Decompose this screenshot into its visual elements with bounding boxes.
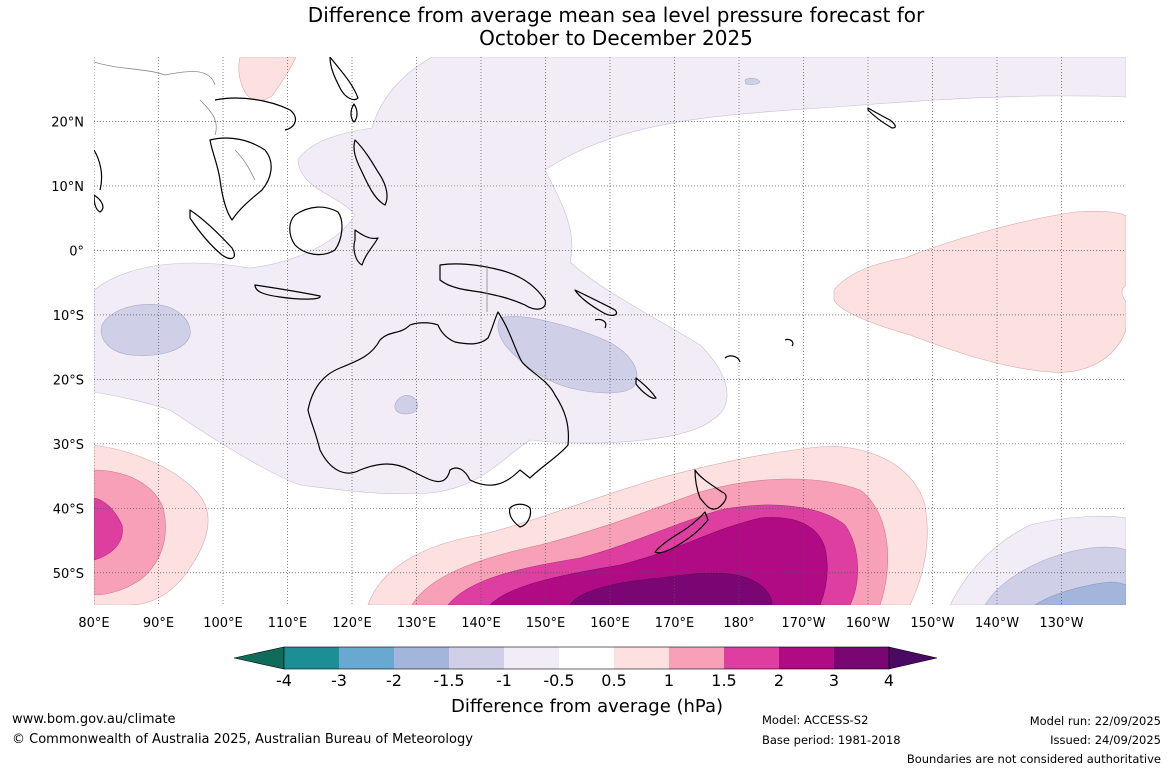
colorbar-bin [834,647,889,669]
colorbar-bin [779,647,834,669]
colorbar-bin [449,647,504,669]
coastline-sumatra [189,209,235,260]
graticule [94,57,1126,605]
colorbar-tick-label: 3 [828,671,840,690]
map-title: Difference from average mean sea level p… [0,4,1173,50]
colorbar-tick-label: 1.5 [711,671,737,690]
coastline-japan [329,57,359,101]
latitude-labels: 20°N 10°N 0° 10°S 20°S 30°S 40°S 50°S [51,115,84,581]
model-name: Model: ACCESS-S2 [762,713,869,727]
colorbar-tick-label: 4 [883,671,895,690]
longitude-label: 80°E [78,616,109,631]
colorbar-bin [559,647,614,669]
map-title-line1: Difference from average mean sea level p… [307,3,925,27]
colorbar-tick-label: -2 [386,671,402,690]
colorbar-tick-label: -1 [496,671,512,690]
latitude-label: 30°S [53,438,84,453]
colorbar-title: Difference from average (hPa) [450,696,724,717]
longitude-label: 180° [723,616,754,631]
coastlines [94,57,896,554]
coastline-borneo [289,206,343,256]
coastline-new-zealand-north [694,469,727,510]
website-link[interactable]: www.bom.gov.au/climate [12,712,176,727]
anomaly-region-pos-sw-3 [94,497,123,561]
colorbar-tick-label: -1.5 [433,671,465,690]
map-title-line2: October to December 2025 [479,26,753,50]
colorbar-bin [339,647,394,669]
coastline-solomons [574,289,618,316]
latitude-label: 20°N [51,115,84,130]
coastline-india [94,149,103,191]
longitude-label: 170°E [655,616,695,631]
colorbar-bin [614,647,669,669]
anomaly-region-pos-nz-5 [569,572,773,605]
coastline-australia [307,311,570,486]
longitude-label: 90°E [143,616,174,631]
anomaly-region-pos-sw-2 [94,469,166,596]
colorbar-frame [283,646,890,670]
colorbar-bin [504,647,559,669]
coastline-taiwan [350,103,358,123]
colorbar-bin [394,647,449,669]
colorbar-tick-label: 2 [773,671,785,690]
colorbar-low-extension [233,646,285,670]
longitude-label: 110°E [268,616,308,631]
latitude-label: 40°S [53,502,84,517]
longitude-label: 130°W [1039,616,1083,631]
longitude-label: 150°W [910,616,954,631]
coastline-vanuatu-fiji [594,318,794,363]
colorbar [233,646,938,670]
country-borders [94,61,488,312]
base-period: Base period: 1981-2018 [762,733,901,747]
longitude-labels: 80°E 90°E 100°E 110°E 120°E 130°E 140°E 150°E 16… [78,616,1083,631]
coastline-new-zealand-south [654,511,709,554]
latitude-label: 10°S [53,309,84,324]
longitude-label: 120°E [332,616,372,631]
colorbar-bin [669,647,724,669]
coastline-tasmania [508,503,532,528]
colorbar-high-extension [888,646,938,670]
coastline-sulawesi [353,229,379,266]
coastline-new-caledonia [635,377,657,399]
anomaly-region-neg-se-3 [1034,581,1126,605]
colorbar-tick-label: -3 [331,671,347,690]
anomaly-region-neg-coral-sea [497,316,638,394]
coastline-south-china [214,97,297,131]
copyright-notice: © Commonwealth of Australia 2025, Austra… [12,732,473,747]
colorbar-tick-label: -4 [276,671,292,690]
coastline-java [254,284,321,300]
colorbar-tick-label: -0.5 [543,671,575,690]
pressure-anomaly-field [94,57,1126,605]
longitude-label: 150°E [526,616,566,631]
model-run-date: Model run: 22/09/2025 [1029,714,1161,728]
coastline-hawaii [867,107,896,129]
anomaly-region-neg-central-australia [394,395,418,415]
colorbar-tick-label: 0.5 [601,671,627,690]
longitude-label: 130°E [397,616,437,631]
coastline-indochina [209,137,272,221]
latitude-label: 50°S [53,567,84,582]
colorbar-bin [724,647,779,669]
latitude-label: 0° [69,244,84,259]
latitude-label: 10°N [51,180,84,195]
colorbar-tick-label: 1 [663,671,675,690]
longitude-label: 160°E [590,616,630,631]
longitude-label: 100°E [203,616,243,631]
anomaly-region-neg-indian-ocean [100,304,191,356]
anomaly-region-neg-hawaii-spot [744,77,761,85]
border-china-southeast-asia [94,61,256,181]
longitude-label: 140°E [461,616,501,631]
latitude-label: 20°S [53,373,84,388]
anomaly-region-pos-east-pacific [833,210,1126,373]
longitude-label: 160°W [846,616,890,631]
coastline-philippines [353,139,388,206]
boundaries-disclaimer: Boundaries are not considered authoritat… [906,752,1161,766]
longitude-label: 170°W [781,616,825,631]
issued-date: Issued: 24/09/2025 [1050,733,1161,747]
coastline-sri-lanka [94,194,104,213]
longitude-label: 140°W [975,616,1019,631]
colorbar-bin [284,647,339,669]
coastline-new-guinea [439,263,547,310]
